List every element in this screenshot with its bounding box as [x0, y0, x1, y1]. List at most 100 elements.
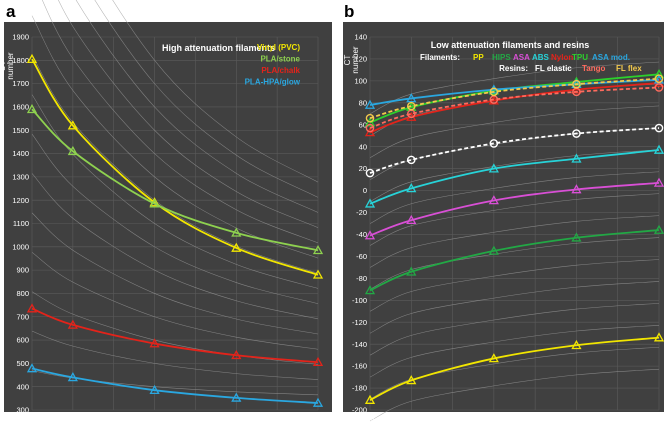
panel-b-xtick-label: 140 [653, 414, 666, 423]
panel-b-guide-curve [369, 281, 660, 334]
panel-a-ytick-label: 1500 [12, 126, 29, 135]
data-point-abs [571, 153, 582, 163]
data-point-abs [406, 183, 417, 193]
panel-a-xlabel: kV [292, 415, 301, 424]
panel-b-guide-curve [369, 259, 660, 312]
panel-a-ytick-label: 1700 [12, 79, 29, 88]
panel-a-ytick-label: 1000 [12, 242, 29, 251]
panel-b-ytick-label: 140 [354, 33, 367, 42]
data-point-asa [364, 230, 376, 240]
data-point-pla-chalk [149, 338, 160, 348]
legend-entry-pla-stone: PLA/stone [260, 55, 300, 64]
panel-b-ytick-label: -80 [356, 274, 367, 283]
panel-a-ytick-label: 400 [16, 382, 29, 391]
data-point-pla-hpa-glow [149, 384, 160, 395]
panel-b-ytick-label: -180 [352, 384, 367, 393]
series-line-fl-flex [369, 77, 660, 120]
data-point-pla-stone [26, 103, 38, 114]
panel-a-xtick-label: 120 [230, 414, 243, 423]
data-point-asa-mod [406, 93, 417, 103]
panel-a-ytick-label: 1900 [12, 33, 29, 42]
panel-b-ytick-label: -100 [352, 296, 367, 305]
data-point-fl-flex [572, 79, 581, 89]
panel-a-guide-curve [31, 133, 319, 304]
panel-a-guide-curve [94, 0, 319, 198]
panel-b-ytick-label: -140 [352, 340, 367, 349]
panel-a-ytick-label: 800 [16, 289, 29, 298]
panel-a-ytick-label: 1800 [12, 56, 29, 65]
data-point-hips [406, 266, 417, 276]
data-point-pla-stone [67, 145, 78, 156]
data-point-asa [653, 177, 665, 187]
data-point-pp [488, 353, 499, 363]
data-point-abs [488, 163, 499, 173]
panel-a-ytick-label: 1200 [12, 196, 29, 205]
panel-b-guide-curve [369, 105, 660, 158]
legend-entry-fl-elastic: FL elastic [535, 64, 572, 73]
legend-entry-pp: PP [473, 53, 484, 62]
data-point-asa [571, 184, 582, 194]
panel-b-xlabel: kV [633, 415, 642, 424]
panel-b-ytick-label: -40 [356, 230, 367, 239]
panel-b-ylabel-line2: number [351, 46, 360, 73]
panel-a-xtick-label: 80 [69, 414, 77, 423]
series-line-nylon [369, 82, 660, 134]
panel-a-ytick-label: 600 [16, 336, 29, 345]
panel-b-ytick-label: 80 [359, 98, 367, 107]
data-point-asa [406, 214, 417, 225]
legend-entry-pla-hpa-glow: PLA-HPA/glow [245, 78, 301, 87]
data-point-fl-flex [406, 101, 416, 111]
data-point-fl-elastic [572, 129, 581, 138]
series-line-pp [369, 336, 660, 401]
panel-b-ytick-label: -200 [352, 406, 367, 415]
panel-b-xtick-label: 130 [611, 414, 624, 423]
panel-a-ytick-label: 700 [16, 312, 29, 321]
data-point-fl-flex [489, 87, 499, 97]
data-point-nylon [364, 127, 376, 137]
data-point-tango [365, 123, 375, 133]
panel-a-ytick-label: 1100 [13, 219, 29, 228]
data-point-fl-flex [654, 74, 664, 83]
legend-entry-nylon: Nylon [551, 53, 573, 62]
series-line-hips [369, 229, 660, 292]
legend-entry-vinyl-pvc: Vinyl (PVC) [257, 43, 300, 52]
legend-entry-tango: Tango [582, 64, 606, 73]
panel-b-xtick-label: 110 [529, 414, 541, 423]
data-point-abs [364, 198, 376, 208]
data-point-vinyl-pvc [312, 269, 324, 279]
panel-a-guide-curve [31, 252, 319, 350]
panel-b-xtick-label: 70 [366, 414, 374, 423]
panel-b-guide-curve [369, 193, 660, 246]
panel-b-xtick-label: 80 [407, 414, 415, 423]
data-point-pp [653, 332, 665, 342]
panel-b-xtick-label: 90 [448, 414, 456, 423]
panel-a-ylabel-line1: CT [0, 61, 7, 72]
data-point-abs [653, 144, 665, 154]
panel-a-guide-curve [31, 330, 319, 380]
panel-b-guide-curve [369, 61, 660, 115]
panel-a-guide-curve [31, 173, 319, 320]
data-point-pp [364, 394, 376, 404]
panel-b-xtick-label: 120 [570, 414, 583, 423]
panel-b-title: Low attenuation filaments and resins [431, 40, 590, 50]
data-point-pp [571, 339, 582, 350]
legend-row-label-filaments: Filaments: [420, 53, 460, 62]
panel-a-ytick-label: 900 [16, 266, 29, 275]
panel-b-guide-curve [369, 303, 660, 356]
panel-b-xtick-label: 100 [488, 414, 501, 423]
panel-b-ytick-label: 0 [363, 186, 367, 195]
panel-a-xtick-label: 70 [28, 414, 36, 423]
data-point-pla-stone [312, 244, 324, 255]
data-point-pp [406, 375, 417, 385]
panel-b-ylabel-line1: CT [343, 55, 352, 66]
panel-a-ytick-label: 500 [16, 359, 29, 368]
data-point-pla-chalk [67, 319, 78, 329]
legend-entry-tpu: TPU [572, 53, 588, 62]
panel-b-ytick-label: 20 [359, 164, 367, 173]
data-point-pla-chalk [312, 356, 324, 367]
data-point-fl-elastic [365, 168, 375, 178]
series-line-abs [369, 149, 660, 205]
data-point-hips [488, 245, 499, 255]
panel-a-guide-curve [75, 0, 319, 213]
